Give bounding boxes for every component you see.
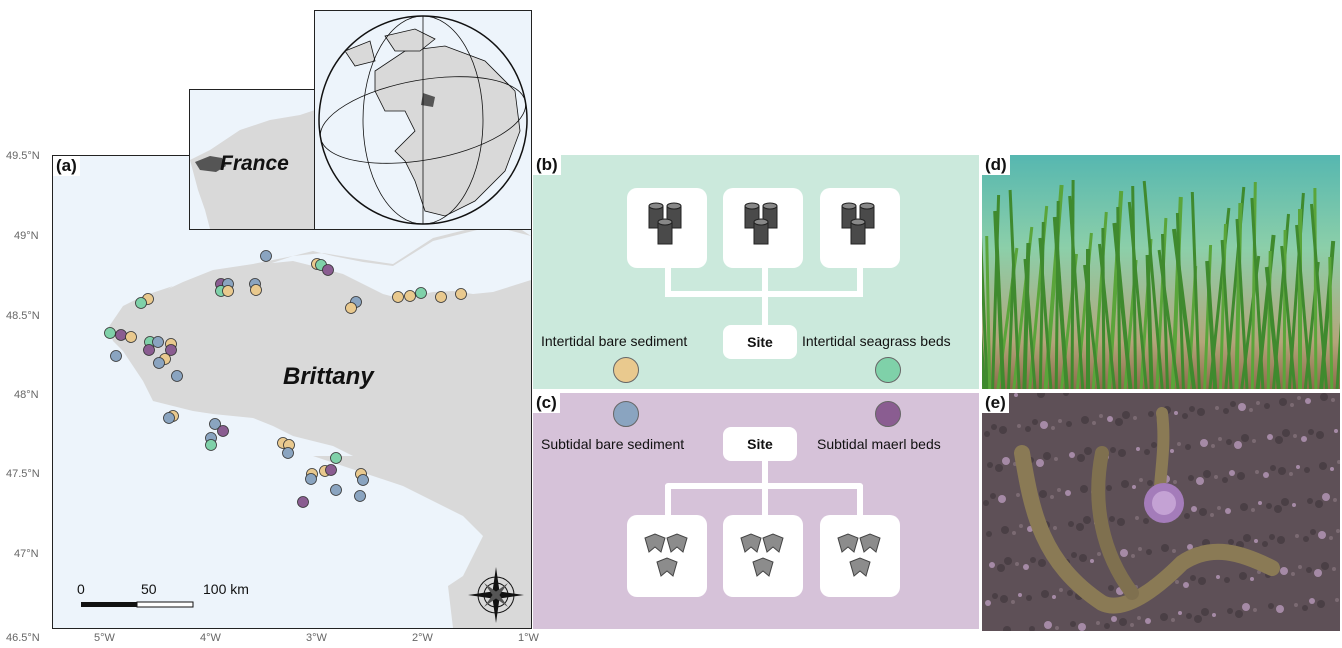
panel-b-label: (b) (533, 155, 561, 175)
sampling-site-dot (354, 490, 366, 502)
sampling-site-dot (115, 329, 127, 341)
brittany-label: Brittany (283, 363, 374, 390)
sampling-site-dot (205, 439, 217, 451)
sampling-site-dot (125, 331, 137, 343)
lat-tick: 48.5°N (6, 310, 40, 322)
lon-tick: 2°W (412, 632, 433, 644)
replicate-box (723, 515, 803, 597)
sampling-site-dot (325, 464, 337, 476)
sediment-core-icon (753, 218, 769, 245)
sampling-site-dot (435, 291, 447, 303)
brittany-highlight (195, 156, 226, 172)
brittany-map: (a) Brittany 0 50 100 km (52, 155, 532, 629)
sampling-site-dot (153, 357, 165, 369)
sampling-site-dot (297, 496, 309, 508)
lat-tick: 47°N (14, 548, 39, 560)
lon-tick: 5°W (94, 632, 115, 644)
scale-tick-0: 0 (77, 581, 85, 597)
southern-coast-land (313, 456, 531, 628)
subtidal-maerl-dot (875, 401, 901, 427)
sampling-site-dot (305, 473, 317, 485)
sampling-site-dot (143, 344, 155, 356)
sediment-core-icons (648, 202, 875, 245)
lat-tick: 48°N (14, 389, 39, 401)
sampling-site-dot (152, 336, 164, 348)
subtidal-bare-label: Subtidal bare sediment (541, 436, 685, 452)
sampling-site-dot (135, 297, 147, 309)
grab-sampler-icon (644, 533, 666, 553)
grab-sampler-icon (656, 557, 678, 577)
site-box: Site (723, 427, 797, 461)
brittany-landmass (108, 224, 531, 628)
sampling-site-dot (163, 412, 175, 424)
sampling-site-dot (404, 290, 416, 302)
lat-tick: 49°N (14, 230, 39, 242)
scale-tick-50: 50 (141, 581, 157, 597)
replicate-box (820, 515, 900, 597)
intertidal-bare-dot (613, 357, 639, 383)
sampling-site-dot (260, 250, 272, 262)
grab-sampler-icon (837, 533, 859, 553)
sampling-site-dot (104, 327, 116, 339)
sampling-site-dot (222, 285, 234, 297)
lat-tick: 47.5°N (6, 468, 40, 480)
grab-sampler-icon (849, 557, 871, 577)
lon-tick: 3°W (306, 632, 327, 644)
france-landmass (190, 110, 315, 229)
sampling-site-dot (415, 287, 427, 299)
grab-sampler-icon (740, 533, 762, 553)
sampling-site-dot (345, 302, 357, 314)
lon-tick: 4°W (200, 632, 221, 644)
compass-rose-icon (468, 567, 524, 623)
maerl-photo: (e) (982, 393, 1340, 631)
sampling-site-dot (455, 288, 467, 300)
replicate-box (627, 515, 707, 597)
panel-e-label: (e) (982, 393, 1009, 413)
france-label: France (220, 152, 289, 175)
sampling-site-dot (330, 484, 342, 496)
europe-africa-land (374, 45, 521, 217)
sampling-site-dot (110, 350, 122, 362)
grab-sampler-icons (644, 533, 881, 577)
sampling-site-dot (165, 344, 177, 356)
france-inset-map: France (189, 89, 316, 230)
panel-d-label: (d) (982, 155, 1010, 175)
grab-sampler-icon (666, 533, 688, 553)
sampling-site-dot (217, 425, 229, 437)
france-highlight (421, 93, 435, 107)
sampling-site-dot (322, 264, 334, 276)
subtidal-bare-dot (613, 401, 639, 427)
globe-inset-map (314, 10, 532, 230)
sampling-site-dot (250, 284, 262, 296)
sampling-site-dot (357, 474, 369, 486)
site-box: Site (723, 325, 797, 359)
sampling-site-dot (392, 291, 404, 303)
intertidal-bare-label: Intertidal bare sediment (541, 333, 688, 349)
sampling-site-dot (330, 452, 342, 464)
grab-sampler-icon (859, 533, 881, 553)
scale-bar (81, 601, 194, 608)
grab-sampler-icon (752, 557, 774, 577)
sampling-site-dot (209, 418, 221, 430)
lon-tick: 1°W (518, 632, 539, 644)
panel-c-label: (c) (533, 393, 560, 413)
sediment-core-icon (850, 218, 866, 245)
sampling-site-dot (282, 447, 294, 459)
lat-tick: 49.5°N (6, 150, 40, 162)
panel-c-subtidal-design: (c) Subtidal bare sediment Subtidal maer… (533, 393, 979, 629)
panel-b-intertidal-design: (b) Site Intertidal bare sediment Intert… (533, 155, 979, 389)
subtidal-maerl-label: Subtidal maerl beds (817, 436, 941, 452)
intertidal-seagrass-label: Intertidal seagrass beds (802, 333, 951, 349)
scale-tick-100: 100 km (203, 581, 249, 597)
sediment-core-icon (657, 218, 673, 245)
sampling-site-dot (171, 370, 183, 382)
panel-a-label: (a) (53, 156, 80, 176)
intertidal-seagrass-dot (875, 357, 901, 383)
grab-sampler-icon (762, 533, 784, 553)
lat-tick: 46.5°N (6, 632, 40, 644)
seagrass-photo: (d) (982, 155, 1340, 389)
